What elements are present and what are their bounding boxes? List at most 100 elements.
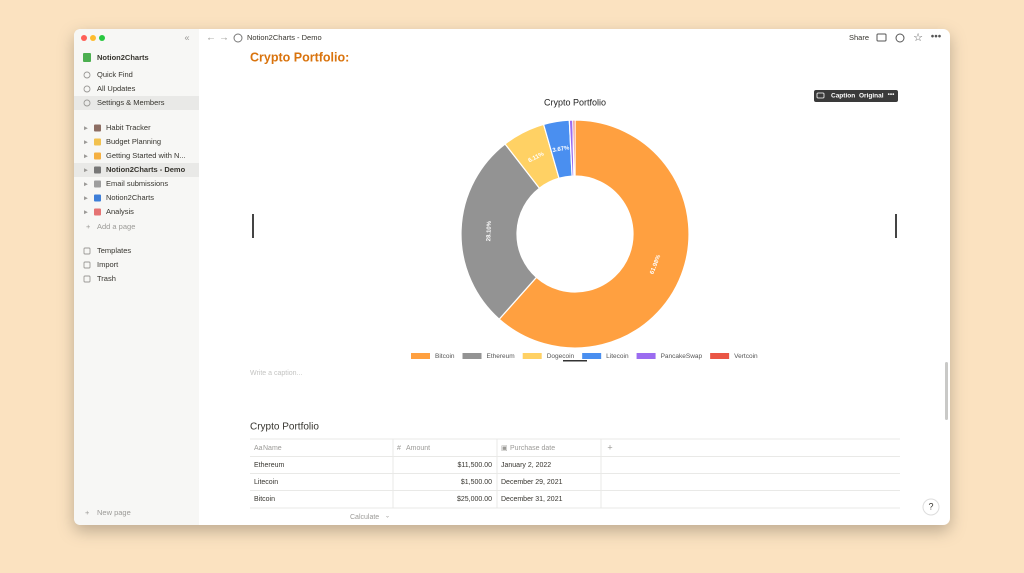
caption-placeholder[interactable]: Write a caption... [250, 370, 302, 377]
sidebar-page[interactable]: Budget Planning [106, 137, 161, 146]
item-icon [83, 261, 91, 269]
legend-label[interactable]: PancakeSwap [661, 353, 703, 360]
item-icon [83, 99, 91, 107]
sidebar-page[interactable]: Analysis [106, 207, 134, 216]
active-item-bg [74, 96, 199, 110]
expand-arrow: ▶ [84, 209, 88, 215]
page-icon [94, 180, 101, 188]
forward-button[interactable]: → [219, 33, 229, 44]
help-button[interactable] [922, 498, 940, 516]
column-icon: Aa [254, 445, 263, 452]
expand-arrow: ▶ [84, 167, 88, 173]
new-page-icon: + [85, 508, 90, 517]
table-cell: Ethereum [254, 462, 285, 469]
sidebar [74, 29, 199, 525]
table-cell: December 29, 2021 [501, 479, 563, 486]
scrollbar[interactable] [945, 362, 948, 420]
add-column[interactable]: + [607, 442, 612, 452]
chart-title: Crypto Portfolio [544, 97, 606, 107]
workspace-icon [83, 53, 91, 62]
back-button[interactable]: ← [206, 33, 216, 44]
calculate-chevron: ⌄ [385, 514, 390, 520]
page-icon [94, 166, 101, 174]
pie-slice[interactable] [498, 119, 690, 349]
page-icon [94, 124, 101, 132]
sidebar-item[interactable]: Trash [97, 274, 116, 283]
legend-label[interactable]: Bitcoin [435, 353, 455, 360]
column-icon: # [397, 445, 401, 452]
caption-button[interactable]: Caption [831, 93, 855, 100]
workspace-name[interactable]: Notion2Charts [97, 53, 149, 62]
table-cell: $11,500.00 [457, 462, 492, 469]
legend-swatch[interactable] [636, 353, 656, 359]
legend-swatch[interactable] [710, 353, 730, 359]
add-page[interactable]: Add a page [97, 222, 135, 231]
sidebar-page[interactable]: Habit Tracker [106, 123, 151, 132]
sidebar-item[interactable]: Templates [97, 246, 131, 255]
sidebar-item[interactable]: Settings & Members [97, 98, 165, 107]
page-icon [94, 152, 101, 160]
table-cell: Litecoin [254, 479, 278, 486]
legend-label[interactable]: Dogecoin [547, 353, 575, 360]
close-button[interactable] [81, 35, 87, 41]
sidebar-page[interactable]: Notion2Charts - Demo [106, 165, 186, 174]
legend-label[interactable]: Vertcoin [734, 353, 758, 360]
table-cell: Bitcoin [254, 496, 275, 503]
item-icon [83, 275, 91, 283]
sidebar-item[interactable]: Quick Find [97, 70, 133, 79]
calculate[interactable]: Calculate [350, 514, 379, 521]
legend-label[interactable]: Ethereum [487, 353, 515, 360]
page-icon [94, 194, 101, 202]
legend-swatch[interactable] [582, 353, 602, 359]
item-icon [83, 247, 91, 255]
expand-arrow: ▶ [84, 125, 88, 131]
active-page-bg [74, 163, 199, 177]
item-icon [83, 85, 91, 93]
collapse-sidebar[interactable]: « [184, 32, 189, 42]
slice-label: 3.67% [552, 145, 570, 154]
legend-swatch[interactable] [411, 353, 430, 359]
zoom-button[interactable] [99, 35, 105, 41]
table-cell: $1,500.00 [461, 479, 492, 486]
item-icon [83, 71, 91, 79]
pie-slice[interactable] [460, 143, 541, 321]
column-header[interactable]: Name [263, 445, 282, 452]
table-cell: January 2, 2022 [501, 462, 551, 469]
expand-arrow: ▶ [84, 139, 88, 145]
column-header[interactable]: Amount [406, 445, 430, 452]
legend-swatch[interactable] [462, 353, 482, 359]
sidebar-item[interactable]: Import [97, 260, 119, 269]
resize-handle[interactable] [252, 214, 254, 238]
help-icon: ? [928, 501, 933, 511]
updates-button[interactable] [895, 33, 905, 43]
sidebar-page[interactable]: Notion2Charts [106, 193, 154, 202]
comments-button[interactable] [876, 33, 887, 42]
column-header[interactable]: Purchase date [510, 445, 555, 452]
page-icon [233, 33, 243, 43]
legend-label[interactable]: Litecoin [606, 353, 629, 360]
expand-arrow: ▶ [84, 153, 88, 159]
sidebar-page[interactable]: Email submissions [106, 179, 168, 188]
original-button[interactable]: Original [859, 93, 884, 100]
minimize-button[interactable] [90, 35, 96, 41]
new-page[interactable]: New page [97, 508, 131, 517]
breadcrumb[interactable]: Notion2Charts - Demo [247, 33, 322, 42]
chart-more[interactable]: ••• [888, 92, 896, 99]
expand-arrow: ▶ [84, 195, 88, 201]
sidebar-item[interactable]: All Updates [97, 84, 136, 93]
add-icon: + [86, 222, 91, 231]
slice-label: 28.10% [486, 220, 493, 241]
share-button[interactable]: Share [849, 33, 869, 42]
favorite-button[interactable]: ☆ [913, 32, 923, 44]
caption-icon [816, 92, 825, 99]
table-cell: December 31, 2021 [501, 496, 563, 503]
more-button[interactable]: ••• [931, 32, 942, 43]
legend-swatch[interactable] [522, 353, 542, 359]
resize-handle[interactable] [895, 214, 897, 238]
column-icon: ▣ [501, 445, 508, 452]
table-title: Crypto Portfolio [250, 422, 319, 433]
pie-slice[interactable] [572, 119, 576, 177]
sidebar-page[interactable]: Getting Started with N... [106, 151, 186, 160]
chart-toolbar [814, 90, 898, 102]
